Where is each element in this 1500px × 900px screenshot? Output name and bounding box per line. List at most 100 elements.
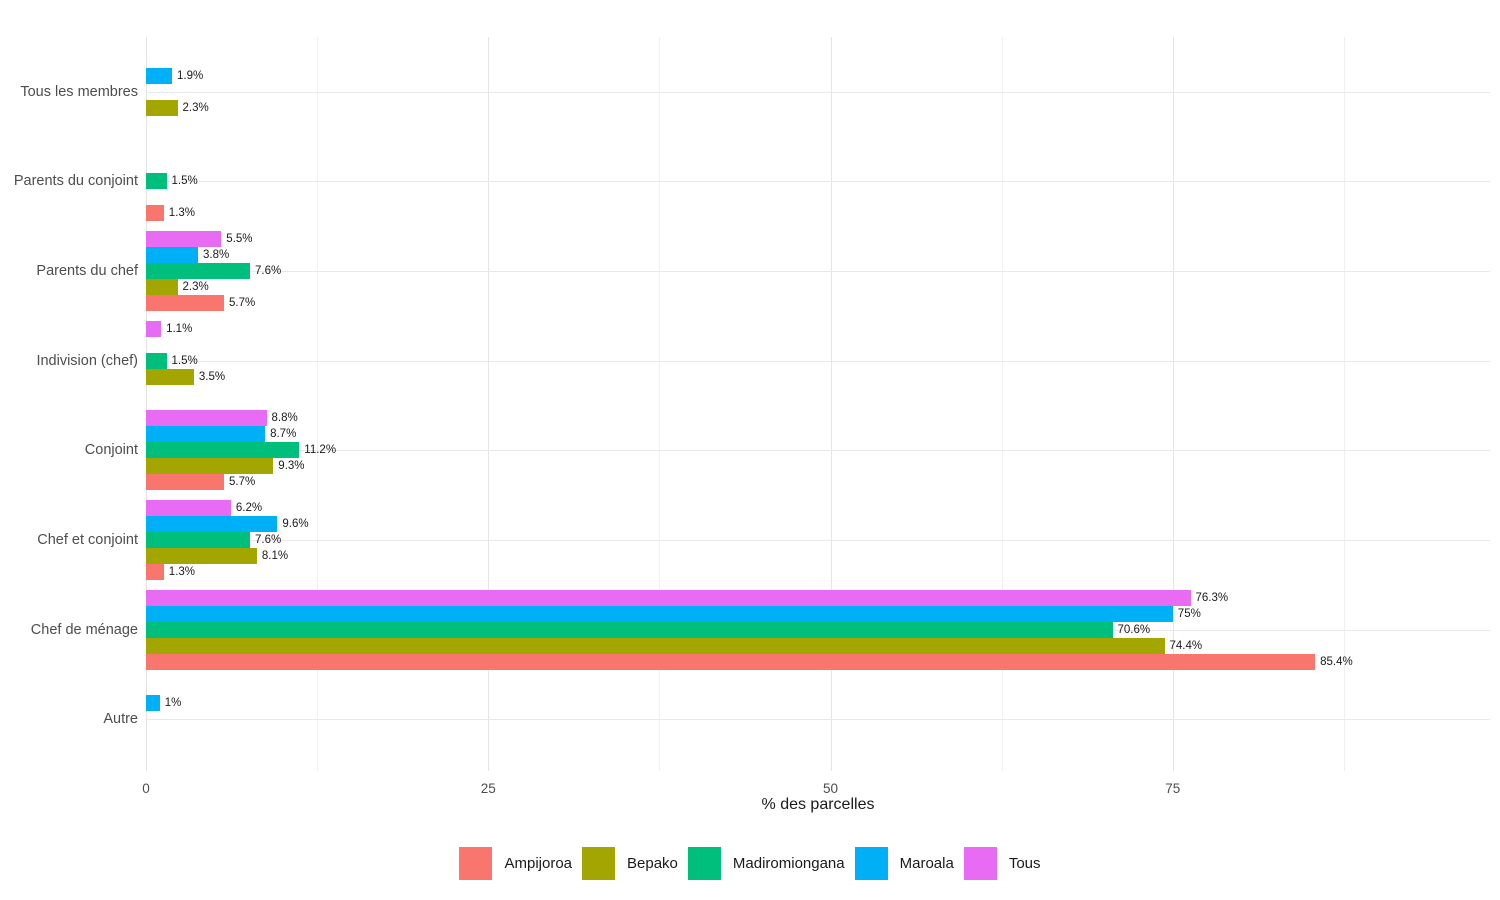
bar-value-label: 9.3% [278, 460, 305, 473]
bar-value-label: 1.3% [168, 565, 196, 578]
legend-swatch-icon [687, 847, 721, 880]
legend-label: Bepako [627, 855, 678, 872]
bar-value-label: 8.7% [270, 428, 297, 441]
bar [146, 499, 231, 516]
bar [146, 563, 164, 580]
bar-value-label: 8.1% [261, 549, 289, 562]
bar-value-label: 74.4% [1169, 639, 1203, 652]
y-axis-label: Conjoint [84, 442, 138, 459]
bar-value-label: 5.7% [229, 296, 256, 309]
legend-label: Maroala [899, 855, 954, 872]
y-axis-label: Indivision (chef) [36, 352, 138, 369]
legend-label: Ampijoroa [504, 855, 573, 872]
bar-value-label: 2.3% [182, 101, 209, 114]
bar [146, 410, 267, 427]
bar [146, 653, 1316, 670]
y-gridline [146, 719, 1490, 721]
bar [146, 474, 224, 491]
y-gridline [146, 450, 1490, 452]
x-minor-gridline [1001, 37, 1003, 771]
legend-item: Maroala [854, 847, 954, 880]
legend: Ampijoroa Bepako Madiromiongana Maroala Tous [0, 847, 1500, 880]
bar [146, 589, 1191, 606]
bar [146, 205, 164, 222]
legend-item: Bepako [582, 847, 678, 880]
x-minor-gridline [317, 37, 319, 771]
bar-value-label: 5.5% [226, 232, 253, 245]
y-gridline [146, 91, 1490, 93]
bar [146, 426, 266, 443]
bar-value-label: 1% [164, 697, 182, 710]
bar-value-label: 1.3% [168, 207, 196, 220]
bar-value-label: 2.3% [182, 280, 209, 293]
y-gridline [146, 181, 1490, 183]
legend-label: Tous [1008, 855, 1041, 872]
bar [146, 294, 224, 311]
legend-swatch-icon [459, 847, 493, 880]
x-gridline [146, 37, 147, 771]
legend-item: Tous [963, 847, 1041, 880]
bar-value-label: 70.6% [1117, 623, 1151, 636]
y-axis-label: Parents du chef [36, 262, 138, 279]
bar [146, 173, 167, 190]
bar-value-label: 85.4% [1320, 655, 1353, 668]
bar [146, 547, 257, 564]
bar [146, 320, 162, 337]
bar-value-label: 1.5% [171, 175, 198, 188]
bar-value-label: 7.6% [255, 264, 282, 277]
legend-swatch-icon [854, 847, 888, 880]
x-minor-gridline [1343, 37, 1345, 771]
bar-value-label: 7.6% [255, 533, 282, 546]
y-gridline [146, 270, 1490, 272]
legend-label: Madiromiongana [732, 855, 845, 872]
bar [146, 637, 1165, 654]
bar-value-label: 5.7% [229, 476, 256, 489]
legend-swatch-icon [963, 847, 997, 880]
bar-value-label: 75% [1177, 607, 1201, 620]
y-axis-label: Chef de ménage [30, 621, 138, 638]
bar [146, 230, 222, 247]
y-gridline [146, 539, 1490, 541]
bar-value-label: 1.1% [166, 322, 193, 335]
bar [146, 67, 172, 84]
x-axis-title: % des parcelles [761, 796, 875, 813]
x-axis-tick-label: 0 [142, 781, 150, 796]
bar [146, 262, 250, 279]
bar [146, 368, 194, 385]
x-gridline [830, 37, 832, 771]
bar [146, 695, 160, 712]
bar-value-label: 1.5% [171, 354, 198, 367]
bar [146, 458, 274, 475]
x-gridline [488, 37, 490, 771]
x-minor-gridline [659, 37, 661, 771]
bar [146, 515, 278, 532]
x-axis-tick-label: 50 [822, 781, 839, 796]
bar-value-label: 8.8% [271, 412, 298, 425]
bar [146, 621, 1113, 638]
bar-value-label: 76.3% [1195, 591, 1229, 604]
bar [146, 531, 250, 548]
y-axis-label: Chef et conjoint [37, 531, 138, 548]
x-gridline [1172, 37, 1174, 771]
legend-swatch-icon [582, 847, 616, 880]
bar [146, 442, 300, 459]
bar-value-label: 1.9% [177, 69, 204, 82]
legend-item: Madiromiongana [687, 847, 845, 880]
legend-item: Ampijoroa [459, 847, 572, 880]
bar-value-label: 3.8% [203, 248, 230, 261]
bar [146, 246, 198, 263]
bar [146, 605, 1173, 622]
bar [146, 99, 178, 116]
bar-value-label: 9.6% [282, 517, 309, 530]
plot-panel: 5.5% 1.1% 8.8% 6.2% 76.3% 1.9% 3.8% 8.7% 9.6% 75%… [146, 37, 1490, 771]
x-axis-tick-label: 75 [1165, 781, 1181, 796]
bar [146, 352, 167, 369]
y-axis-label: Parents du conjoint [13, 173, 138, 190]
bar-value-label: 3.5% [198, 370, 226, 383]
bar-value-label: 6.2% [235, 501, 263, 514]
y-gridline [146, 360, 1490, 362]
x-axis-tick-label: 25 [480, 781, 496, 796]
y-axis-label: Autre [103, 711, 138, 728]
bar-value-label: 11.2% [304, 444, 337, 457]
